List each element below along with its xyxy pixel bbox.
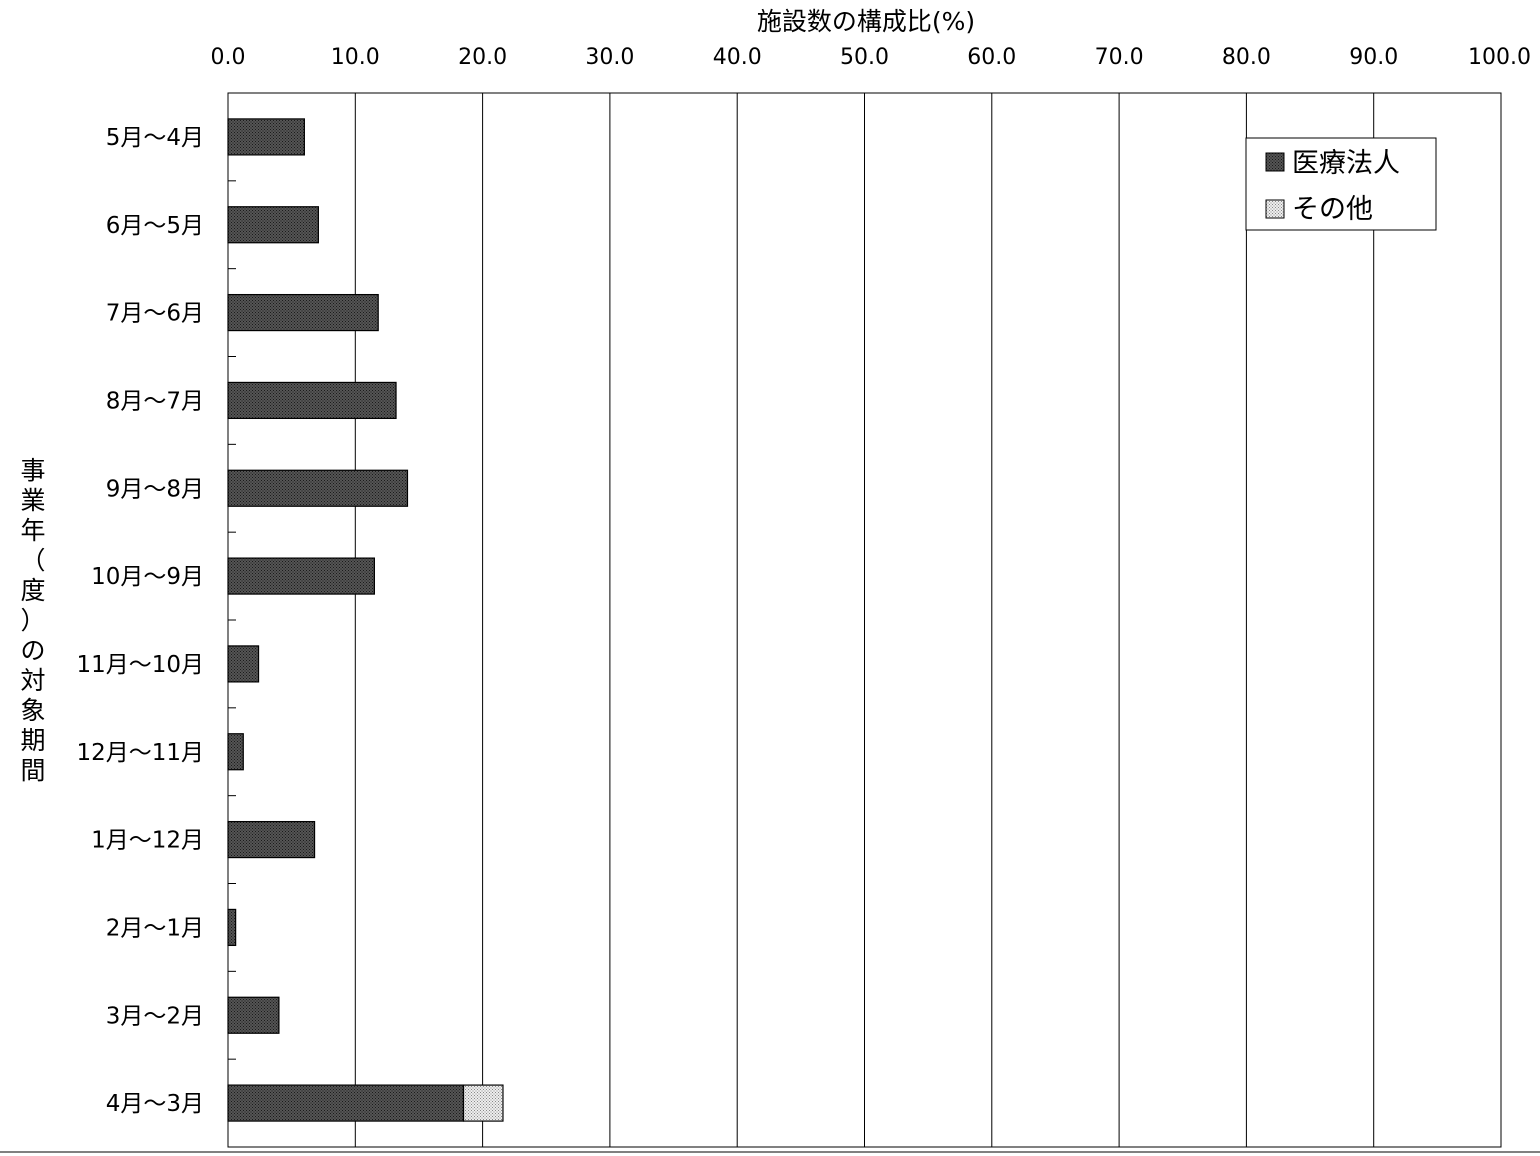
y-axis-title-char-5: ） xyxy=(20,606,45,635)
y-axis-title-char-10: 間 xyxy=(20,756,45,785)
x-tick-label-0: 0.0 xyxy=(211,45,246,70)
bar-10-series-0 xyxy=(227,996,280,1034)
y-axis-title-char-0: 事 xyxy=(20,456,45,485)
bar-0-series-0 xyxy=(227,118,305,156)
x-tick-label-1: 10.0 xyxy=(331,45,380,70)
category-label-7: 12月～11月 xyxy=(76,740,204,766)
x-tick-label-6: 60.0 xyxy=(967,45,1016,70)
category-label-2: 7月～6月 xyxy=(106,301,204,327)
y-axis-title-char-1: 業 xyxy=(20,486,45,515)
legend: 医療法人 その他 xyxy=(1245,137,1437,231)
bar-3-series-0 xyxy=(227,381,397,420)
legend-swatch-iryohojin xyxy=(1265,152,1285,172)
y-axis-title-char-2: 年 xyxy=(20,516,45,545)
bar-7-series-0 xyxy=(227,733,244,771)
category-label-6: 11月～10月 xyxy=(76,652,204,678)
y-axis-title-char-4: 度 xyxy=(20,576,45,605)
category-label-4: 9月～8月 xyxy=(106,476,204,502)
x-tick-label-2: 20.0 xyxy=(458,45,507,70)
legend-label-sonota: その他 xyxy=(1292,194,1373,225)
x-tick-label-3: 30.0 xyxy=(585,45,634,70)
category-label-11: 4月～3月 xyxy=(106,1091,204,1117)
legend-label-iryohojin: 医療法人 xyxy=(1292,148,1400,179)
bar-4-series-0 xyxy=(227,469,409,507)
category-label-9: 2月～1月 xyxy=(106,915,204,941)
x-tick-label-9: 90.0 xyxy=(1349,45,1398,70)
y-axis-title-char-8: 象 xyxy=(20,696,45,725)
y-axis-title-char-7: 対 xyxy=(20,666,45,695)
bar-6-series-0 xyxy=(227,645,260,683)
x-tick-label-4: 40.0 xyxy=(713,45,762,70)
axes: 0.0 10.0 20.0 30.0 40.0 50.0 60.0 70.0 80.0 90.0 1… xyxy=(76,45,1531,1148)
x-axis-title: 施設数の構成比(%) xyxy=(757,7,975,36)
category-label-5: 10月～9月 xyxy=(91,564,204,590)
y-axis-title-char-9: 期 xyxy=(20,726,45,755)
bar-11-series-0 xyxy=(227,1084,465,1122)
x-tick-label-5: 50.0 xyxy=(840,45,889,70)
y-axis-title-char-6: の xyxy=(20,636,45,665)
gridlines xyxy=(354,93,1502,1147)
x-tick-label-7: 70.0 xyxy=(1095,45,1144,70)
bar-11-series-1 xyxy=(462,1084,504,1122)
category-label-0: 5月～4月 xyxy=(106,125,204,151)
bar-9-series-0 xyxy=(227,908,237,947)
x-tick-label-8: 80.0 xyxy=(1222,45,1271,70)
legend-swatch-sonota xyxy=(1265,199,1285,219)
bar-8-series-0 xyxy=(227,820,316,859)
y-axis-title-char-3: （ xyxy=(20,546,45,575)
category-label-1: 6月～5月 xyxy=(106,213,204,239)
bar-5-series-0 xyxy=(227,557,375,595)
x-tick-label-10: 100.0 xyxy=(1468,45,1531,70)
bars xyxy=(227,118,504,1122)
category-label-3: 8月～7月 xyxy=(106,388,204,414)
bar-1-series-0 xyxy=(227,206,319,244)
bar-2-series-0 xyxy=(227,293,379,332)
category-label-10: 3月～2月 xyxy=(106,1003,204,1029)
category-label-8: 1月～12月 xyxy=(91,828,204,854)
